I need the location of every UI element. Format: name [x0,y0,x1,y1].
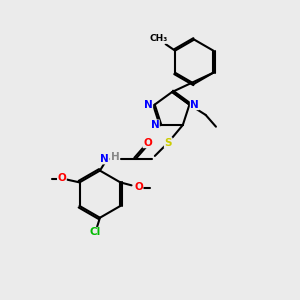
Text: O: O [58,173,66,183]
Text: O: O [134,182,143,191]
Text: H: H [111,152,119,162]
Text: S: S [164,138,172,148]
Text: N: N [144,100,153,110]
Text: Cl: Cl [90,227,101,237]
Text: N: N [190,100,199,110]
Text: O: O [143,138,152,148]
Text: CH₃: CH₃ [150,34,168,43]
Text: N: N [100,154,109,164]
Text: N: N [151,120,159,130]
